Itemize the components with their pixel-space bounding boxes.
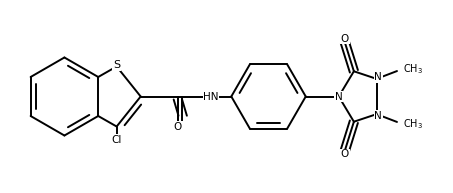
- Text: CH$_3$: CH$_3$: [403, 62, 423, 75]
- Text: CH$_3$: CH$_3$: [403, 118, 423, 131]
- Text: O: O: [174, 122, 182, 131]
- Text: N: N: [375, 111, 382, 121]
- Text: O: O: [341, 149, 349, 159]
- Text: Cl: Cl: [111, 135, 122, 145]
- Text: O: O: [341, 34, 349, 44]
- Text: N: N: [375, 72, 382, 82]
- Text: HN: HN: [203, 91, 219, 102]
- Text: S: S: [113, 60, 120, 70]
- Text: N: N: [335, 91, 342, 102]
